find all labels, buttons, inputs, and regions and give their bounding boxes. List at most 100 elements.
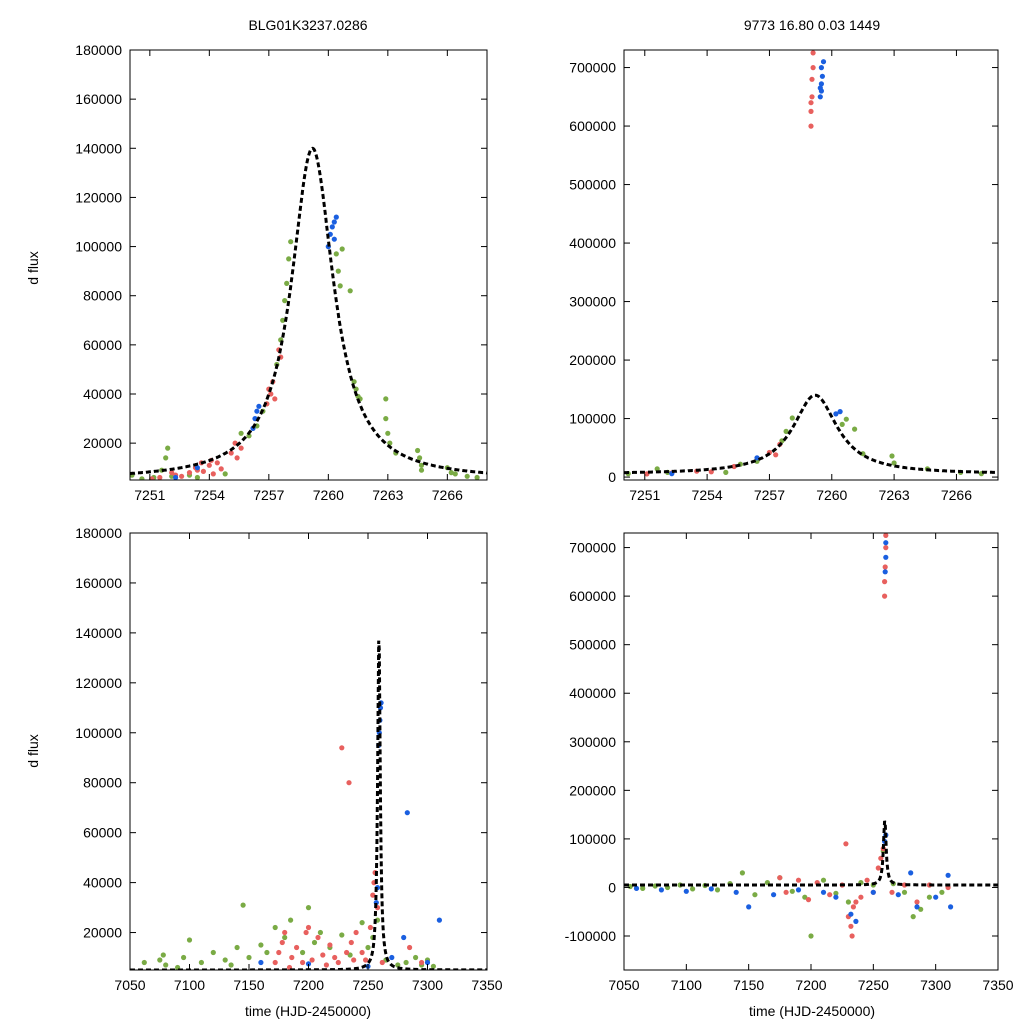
- y-tick-label: 100000: [569, 831, 616, 847]
- point-blue: [254, 408, 260, 414]
- point-red: [407, 944, 413, 951]
- point-red: [315, 934, 321, 941]
- point-green: [654, 466, 660, 472]
- point-red: [169, 470, 175, 476]
- plot-area: [130, 640, 487, 970]
- point-green: [891, 460, 897, 466]
- y-tick-label: 200000: [569, 352, 616, 368]
- y-tick-label: 0: [608, 469, 616, 485]
- point-blue: [404, 810, 410, 816]
- point-green: [852, 426, 858, 432]
- point-red: [348, 939, 354, 946]
- point-green: [690, 886, 696, 892]
- xlabel-left: time (HJD-2450000): [245, 1003, 371, 1019]
- point-red: [810, 50, 816, 56]
- point-red: [282, 929, 288, 936]
- model-fit-line: [130, 640, 487, 970]
- y-tick-label: 500000: [569, 177, 616, 193]
- point-blue: [436, 917, 442, 923]
- point-red: [379, 959, 385, 966]
- point-blue: [848, 911, 854, 917]
- y-tick-label: 400000: [569, 235, 616, 251]
- x-tick-label: 7200: [795, 977, 826, 993]
- point-red: [332, 954, 338, 961]
- point-red: [276, 949, 282, 956]
- point-red: [186, 470, 193, 476]
- point-green: [228, 962, 234, 968]
- point-green: [910, 914, 916, 920]
- point-green: [415, 447, 421, 454]
- y-tick-label: 600000: [569, 118, 616, 134]
- point-green: [335, 268, 341, 274]
- point-blue: [331, 236, 337, 242]
- panel-top-left: 7251 7254 7257 7260 7263 7266 20000 40000 60000 8…: [75, 42, 488, 503]
- point-green: [288, 917, 294, 923]
- point-green: [198, 959, 204, 966]
- point-green: [240, 902, 246, 908]
- point-blue: [882, 569, 888, 575]
- y-tick-label: 300000: [569, 734, 616, 750]
- point-blue: [914, 904, 920, 910]
- y-tick-label: 100000: [75, 239, 122, 255]
- panel-bottom-left: 7050 7100 7150 7200 7250 7300 7350 20000 40000 60…: [75, 525, 502, 993]
- point-green: [839, 421, 845, 427]
- point-red: [228, 450, 234, 456]
- point-red: [303, 929, 309, 936]
- point-red: [849, 933, 855, 939]
- y-tick-label: 40000: [83, 386, 122, 402]
- point-red: [805, 897, 812, 903]
- x-tick-label: 7050: [608, 977, 639, 993]
- y-tick-label: 60000: [83, 337, 122, 353]
- plot-area: [624, 533, 998, 939]
- point-green: [789, 888, 795, 894]
- point-green: [339, 932, 345, 938]
- point-green: [395, 962, 401, 968]
- y-tick-label: 400000: [569, 685, 616, 701]
- point-blue: [820, 889, 827, 895]
- y-tick-label: 120000: [75, 675, 122, 691]
- point-blue: [837, 409, 843, 415]
- y-tick-label: -100000: [565, 928, 617, 944]
- point-green: [418, 467, 425, 473]
- point-green: [403, 959, 409, 966]
- x-tick-label: 7263: [879, 487, 910, 503]
- point-green: [333, 251, 339, 257]
- point-red: [773, 452, 779, 458]
- point-red: [327, 942, 333, 948]
- y-tick-label: 140000: [75, 140, 122, 156]
- point-blue: [256, 403, 262, 409]
- point-red: [294, 944, 300, 951]
- point-green: [246, 954, 252, 961]
- point-red: [777, 875, 783, 881]
- point-blue: [870, 889, 876, 895]
- point-green: [464, 473, 470, 479]
- x-tick-label: 7150: [733, 977, 764, 993]
- point-red: [883, 545, 889, 551]
- point-red: [234, 455, 240, 461]
- point-blue: [817, 85, 823, 91]
- point-red: [850, 904, 857, 910]
- point-blue: [658, 887, 665, 893]
- y-tick-label: 200000: [569, 782, 616, 798]
- point-green: [222, 957, 228, 963]
- point-blue: [733, 889, 739, 895]
- point-blue: [819, 73, 826, 79]
- point-red: [238, 445, 244, 451]
- ylabel-top: d flux: [25, 251, 41, 284]
- point-blue: [746, 904, 752, 910]
- point-blue: [853, 918, 859, 925]
- point-green: [714, 887, 721, 893]
- point-blue: [833, 411, 839, 417]
- point-green: [157, 957, 163, 963]
- point-red: [353, 929, 359, 936]
- y-tick-label: 700000: [569, 540, 616, 556]
- x-tick-label: 7251: [629, 487, 660, 503]
- x-tick-label: 7300: [412, 977, 443, 993]
- point-green: [417, 455, 423, 461]
- point-green: [181, 954, 187, 961]
- point-red: [335, 959, 341, 966]
- point-red: [344, 949, 350, 956]
- point-red: [179, 473, 185, 479]
- point-blue: [883, 554, 889, 560]
- point-red: [210, 471, 216, 477]
